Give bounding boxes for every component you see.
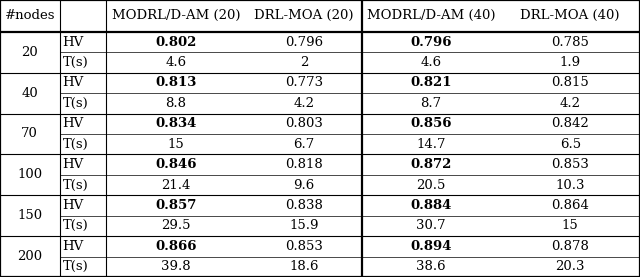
Text: 0.815: 0.815 — [552, 76, 589, 89]
Text: HV: HV — [63, 35, 84, 48]
Text: 21.4: 21.4 — [161, 179, 191, 192]
Text: 0.853: 0.853 — [551, 158, 589, 171]
Text: 200: 200 — [17, 250, 42, 263]
Text: 100: 100 — [17, 168, 42, 181]
Text: T(s): T(s) — [63, 260, 88, 273]
Text: 20: 20 — [21, 46, 38, 59]
Text: 0.803: 0.803 — [285, 117, 323, 130]
Text: T(s): T(s) — [63, 138, 88, 151]
Text: 0.864: 0.864 — [551, 199, 589, 212]
Text: 70: 70 — [21, 127, 38, 140]
Text: 20.5: 20.5 — [417, 179, 445, 192]
Text: 4.6: 4.6 — [420, 56, 442, 69]
Text: DRL-MOA (20): DRL-MOA (20) — [254, 9, 354, 22]
Text: 0.894: 0.894 — [410, 240, 452, 253]
Text: HV: HV — [63, 240, 84, 253]
Text: 0.818: 0.818 — [285, 158, 323, 171]
Text: 14.7: 14.7 — [416, 138, 446, 151]
Text: 39.8: 39.8 — [161, 260, 191, 273]
Text: T(s): T(s) — [63, 97, 88, 110]
Text: 1.9: 1.9 — [559, 56, 581, 69]
Text: 6.7: 6.7 — [293, 138, 315, 151]
Text: T(s): T(s) — [63, 56, 88, 69]
Text: 18.6: 18.6 — [289, 260, 319, 273]
Text: 10.3: 10.3 — [556, 179, 585, 192]
Text: 150: 150 — [17, 209, 42, 222]
Text: 0.857: 0.857 — [156, 199, 196, 212]
Text: HV: HV — [63, 117, 84, 130]
Text: 29.5: 29.5 — [161, 219, 191, 232]
Text: 0.884: 0.884 — [410, 199, 452, 212]
Text: DRL-MOA (40): DRL-MOA (40) — [520, 9, 620, 22]
Text: 0.773: 0.773 — [285, 76, 323, 89]
Text: 0.872: 0.872 — [410, 158, 452, 171]
Text: 0.853: 0.853 — [285, 240, 323, 253]
Text: T(s): T(s) — [63, 219, 88, 232]
Text: 30.7: 30.7 — [416, 219, 446, 232]
Text: 0.838: 0.838 — [285, 199, 323, 212]
Text: 9.6: 9.6 — [293, 179, 315, 192]
Text: 0.785: 0.785 — [551, 35, 589, 48]
Text: HV: HV — [63, 158, 84, 171]
Text: 0.821: 0.821 — [410, 76, 452, 89]
Text: 15: 15 — [562, 219, 579, 232]
Text: 8.7: 8.7 — [420, 97, 442, 110]
Text: 0.878: 0.878 — [551, 240, 589, 253]
Text: 0.796: 0.796 — [285, 35, 323, 48]
Text: 38.6: 38.6 — [416, 260, 446, 273]
Text: 0.796: 0.796 — [410, 35, 452, 48]
Text: 20.3: 20.3 — [556, 260, 585, 273]
Text: 0.802: 0.802 — [156, 35, 196, 48]
Text: MODRL/D-AM (40): MODRL/D-AM (40) — [367, 9, 495, 22]
Text: 0.846: 0.846 — [156, 158, 196, 171]
Text: 0.856: 0.856 — [410, 117, 452, 130]
Text: 0.834: 0.834 — [156, 117, 196, 130]
Text: 4.2: 4.2 — [560, 97, 580, 110]
Text: HV: HV — [63, 199, 84, 212]
Text: MODRL/D-AM (20): MODRL/D-AM (20) — [112, 9, 240, 22]
Text: 40: 40 — [21, 87, 38, 100]
Text: 0.842: 0.842 — [552, 117, 589, 130]
Text: 0.866: 0.866 — [156, 240, 196, 253]
Text: 4.6: 4.6 — [165, 56, 187, 69]
Text: 4.2: 4.2 — [294, 97, 314, 110]
Text: 15.9: 15.9 — [289, 219, 319, 232]
Text: 0.813: 0.813 — [156, 76, 196, 89]
Text: 15: 15 — [168, 138, 184, 151]
Text: HV: HV — [63, 76, 84, 89]
Text: 2: 2 — [300, 56, 308, 69]
Text: 8.8: 8.8 — [166, 97, 186, 110]
Text: #nodes: #nodes — [4, 9, 55, 22]
Text: T(s): T(s) — [63, 179, 88, 192]
Text: 6.5: 6.5 — [559, 138, 581, 151]
